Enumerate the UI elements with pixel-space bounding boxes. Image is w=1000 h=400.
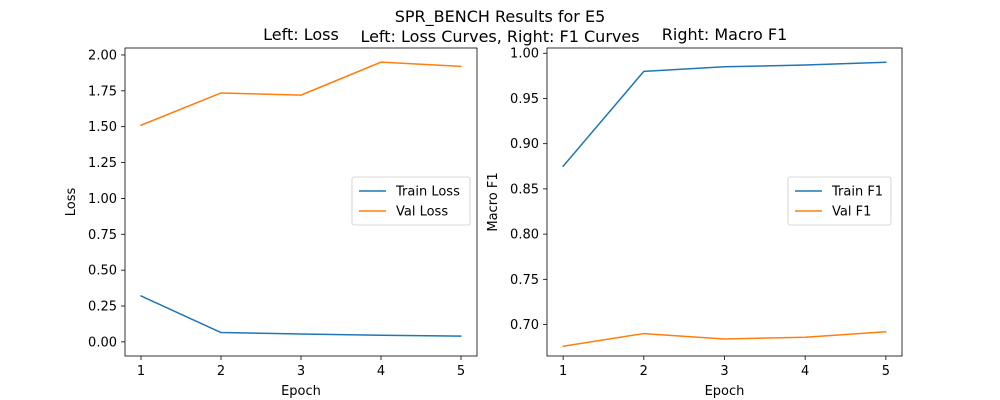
chart-2-y-tick-label: 0.75 xyxy=(510,273,539,288)
chart-1-legend-label-val-loss: Val Loss xyxy=(396,205,448,220)
chart-2-y-tick-label: 0.85 xyxy=(510,182,539,197)
chart-1-data-point-val-loss xyxy=(459,64,463,68)
chart-1-data-point-train-loss xyxy=(459,334,463,338)
chart-2-data-point-val-f1 xyxy=(803,335,807,339)
chart-1-y-tick-label: 0.75 xyxy=(88,228,117,243)
chart-1-x-tick-label: 3 xyxy=(297,364,305,379)
chart-1-data-point-val-loss xyxy=(139,123,143,127)
chart-1-legend-box xyxy=(351,176,471,226)
chart-2-series-line-val-f1 xyxy=(562,331,887,347)
chart-2-data-point-train-f1 xyxy=(803,63,807,67)
chart-2-x-tick-label: 3 xyxy=(720,364,728,379)
figure-subtitle: Left: Loss Curves, Right: F1 Curves xyxy=(360,27,639,46)
chart-1-title: Left: Loss xyxy=(263,25,339,44)
chart-1-y-axis-label: Loss xyxy=(64,188,79,217)
chart-1-data-point-val-loss xyxy=(219,91,223,95)
chart-2-x-tick-label: 4 xyxy=(801,364,809,379)
chart-1-y-tick-label: 1.50 xyxy=(88,120,117,135)
chart-2-y-tick-label: 0.80 xyxy=(510,228,539,243)
chart-1-x-tick-label: 1 xyxy=(137,364,145,379)
chart-2-data-point-train-f1 xyxy=(723,65,727,69)
chart-2-data-point-train-f1 xyxy=(884,60,888,64)
chart-1-data-point-train-loss xyxy=(299,332,303,336)
chart-1-data-point-val-loss xyxy=(379,60,383,64)
chart-1-x-tick-label: 4 xyxy=(377,364,385,379)
chart-1-x-tick-label: 2 xyxy=(217,364,225,379)
chart-1-y-tick-label: 0.50 xyxy=(88,264,117,279)
chart-1-x-tick-label: 5 xyxy=(457,364,465,379)
chart-2-y-axis-label: Macro F1 xyxy=(486,172,501,231)
chart-1-series-line-val-loss xyxy=(140,61,462,126)
chart-2-x-axis-label: Epoch xyxy=(705,384,745,399)
chart-1-y-tick-label: 0.25 xyxy=(88,300,117,315)
chart-1-data-point-val-loss xyxy=(299,93,303,97)
chart-1-legend: Train Loss Val Loss xyxy=(351,176,471,226)
chart-2-legend: Train F1 Val F1 xyxy=(787,176,892,226)
chart-2-x-tick-label: 5 xyxy=(882,364,890,379)
chart-1-data-point-train-loss xyxy=(379,333,383,337)
chart-1-y-tick-label: 0.00 xyxy=(88,335,117,350)
chart-2-data-point-val-f1 xyxy=(642,332,646,336)
chart-2-y-tick-label: 0.90 xyxy=(510,137,539,152)
figure-suptitle: SPR_BENCH Results for E5 xyxy=(395,7,606,27)
chart-2-data-point-val-f1 xyxy=(561,344,565,348)
f1-chart-panel: Right: Macro F1 1 2 3 4 5 0.70 0.75 0.80 0.85 0.90… xyxy=(486,25,903,399)
chart-1-data-point-train-loss xyxy=(219,331,223,335)
chart-1-y-tick-label: 2.00 xyxy=(88,48,117,63)
chart-2-legend-label-val-f1: Val F1 xyxy=(832,205,871,220)
chart-1-x-axis-label: Epoch xyxy=(281,384,321,399)
chart-2-data-point-val-f1 xyxy=(723,337,727,341)
chart-2-title: Right: Macro F1 xyxy=(662,25,788,44)
chart-2-y-tick-label: 0.95 xyxy=(510,92,539,107)
chart-2-y-tick-label: 1.00 xyxy=(510,47,539,62)
chart-2-x-tick-label: 1 xyxy=(559,364,567,379)
chart-2-legend-box xyxy=(787,176,892,226)
chart-2-data-point-train-f1 xyxy=(642,69,646,73)
chart-2-x-tick-label: 2 xyxy=(640,364,648,379)
chart-1-y-tick-label: 1.25 xyxy=(88,156,117,171)
chart-1-legend-label-train-loss: Train Loss xyxy=(395,185,460,200)
chart-1-y-tick-label: 1.75 xyxy=(88,84,117,99)
chart-1-data-point-train-loss xyxy=(139,294,143,298)
loss-chart-panel: Left: Loss 1 2 3 4 5 0.00 0.25 0.50 0.75 1.00 1.25 1… xyxy=(64,25,478,399)
chart-2-y-tick-label: 0.70 xyxy=(510,318,539,333)
chart-2-legend-label-train-f1: Train F1 xyxy=(831,185,883,200)
chart-2-data-point-val-f1 xyxy=(884,330,888,334)
chart-1-y-tick-label: 1.00 xyxy=(88,192,117,207)
chart-2-series-line-train-f1 xyxy=(562,61,887,168)
chart-1-series-line-train-loss xyxy=(140,295,462,337)
chart-2-data-point-train-f1 xyxy=(561,164,565,168)
